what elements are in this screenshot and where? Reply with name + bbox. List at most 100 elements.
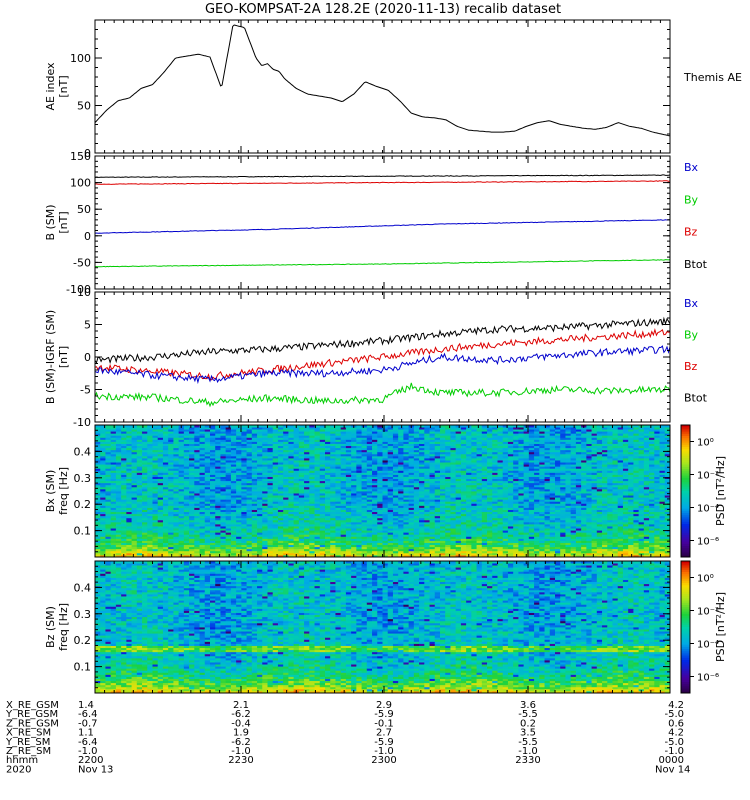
psd-cell — [136, 482, 143, 486]
psd-cell — [361, 425, 368, 428]
psd-cell — [387, 451, 394, 455]
psd-cell — [309, 429, 315, 432]
psd-cell — [434, 538, 441, 541]
psd-cell — [225, 431, 232, 434]
psd-cell — [210, 548, 216, 552]
psd-cell — [251, 546, 258, 550]
psd-cell — [241, 548, 247, 552]
psd-cell — [95, 519, 101, 523]
psd-cell — [105, 509, 112, 513]
psd-cell — [215, 470, 221, 473]
psd-cell — [314, 474, 321, 477]
psd-cell — [131, 443, 138, 447]
psd-cell — [398, 501, 404, 504]
psd-cell — [309, 503, 315, 506]
psd-cell — [267, 458, 274, 461]
psd-cell — [372, 544, 378, 548]
psd-cell — [272, 540, 279, 543]
psd-cell — [210, 443, 216, 447]
psd-cell — [126, 542, 132, 546]
psd-cell — [241, 507, 247, 510]
psd-cell — [131, 468, 138, 471]
psd-cell — [189, 493, 195, 496]
psd-cell — [251, 451, 258, 455]
psd-cell — [382, 435, 389, 438]
psd-cell — [246, 437, 253, 440]
psd-cell — [189, 460, 195, 463]
psd-cell — [157, 437, 164, 440]
psd-cell — [366, 464, 373, 467]
psd-cell — [157, 488, 164, 492]
psd-cell — [131, 544, 138, 548]
psd-cell — [168, 451, 174, 455]
psd-cell — [345, 443, 352, 447]
psd-cell — [194, 468, 200, 471]
psd-cell — [319, 453, 326, 457]
psd-cell — [241, 445, 247, 449]
psd-cell — [372, 466, 378, 469]
psd-cell — [272, 455, 279, 459]
psd-cell — [382, 544, 389, 548]
psd-cell — [356, 546, 362, 550]
psd-cell — [335, 524, 342, 527]
psd-cell — [434, 536, 441, 539]
psd-cell — [272, 542, 279, 546]
psd-cell — [288, 447, 295, 451]
psd-cell — [309, 495, 315, 498]
psd-cell — [262, 458, 268, 461]
psd-cell — [142, 451, 148, 455]
psd-cell — [173, 468, 180, 471]
psd-cell — [398, 486, 404, 490]
psd-cell — [183, 530, 190, 533]
psd-cell — [230, 552, 237, 556]
psd-cell — [136, 554, 143, 558]
psd-cell — [95, 437, 101, 440]
psd-cell — [387, 495, 394, 498]
psd-cell — [335, 505, 342, 508]
psd-cell — [241, 538, 247, 541]
psd-cell — [351, 493, 357, 496]
psd-cell — [325, 443, 331, 447]
psd-cell — [330, 552, 336, 556]
psd-cell — [173, 550, 180, 554]
psd-cell — [178, 458, 185, 461]
psd-cell — [236, 443, 242, 447]
psd-cell — [215, 449, 221, 453]
psd-cell — [142, 534, 148, 537]
psd-cell — [272, 451, 279, 455]
psd-cell — [136, 458, 143, 461]
psd-cell — [366, 519, 373, 523]
psd-cell — [356, 517, 362, 521]
psd-cell — [309, 460, 315, 463]
psd-cell — [403, 528, 410, 531]
psd-cell — [366, 480, 373, 484]
psd-cell — [183, 447, 190, 451]
psd-cell — [366, 530, 373, 533]
psd-cell — [434, 491, 441, 494]
psd-cell — [403, 552, 410, 556]
psd-cell — [298, 466, 305, 469]
psd-cell — [351, 468, 357, 471]
psd-cell — [126, 439, 132, 442]
psd-cell — [225, 486, 232, 490]
psd-cell — [298, 554, 305, 558]
psd-cell — [325, 491, 331, 494]
psd-cell — [230, 445, 237, 449]
psd-cell — [257, 488, 263, 492]
psd-cell — [194, 431, 200, 434]
psd-cell — [236, 524, 242, 527]
psd-cell — [183, 532, 190, 535]
psd-cell — [419, 509, 425, 513]
psd-cell — [434, 486, 441, 490]
psd-cell — [377, 470, 383, 473]
psd-cell — [304, 480, 310, 484]
psd-cell — [194, 464, 200, 467]
psd-cell — [152, 550, 159, 554]
psd-cell — [304, 427, 310, 430]
psd-cell — [95, 544, 101, 548]
psd-cell — [408, 491, 415, 494]
psd-cell — [168, 503, 174, 506]
psd-cell — [356, 530, 362, 533]
psd-cell — [157, 550, 164, 554]
psd-cell — [262, 524, 268, 527]
